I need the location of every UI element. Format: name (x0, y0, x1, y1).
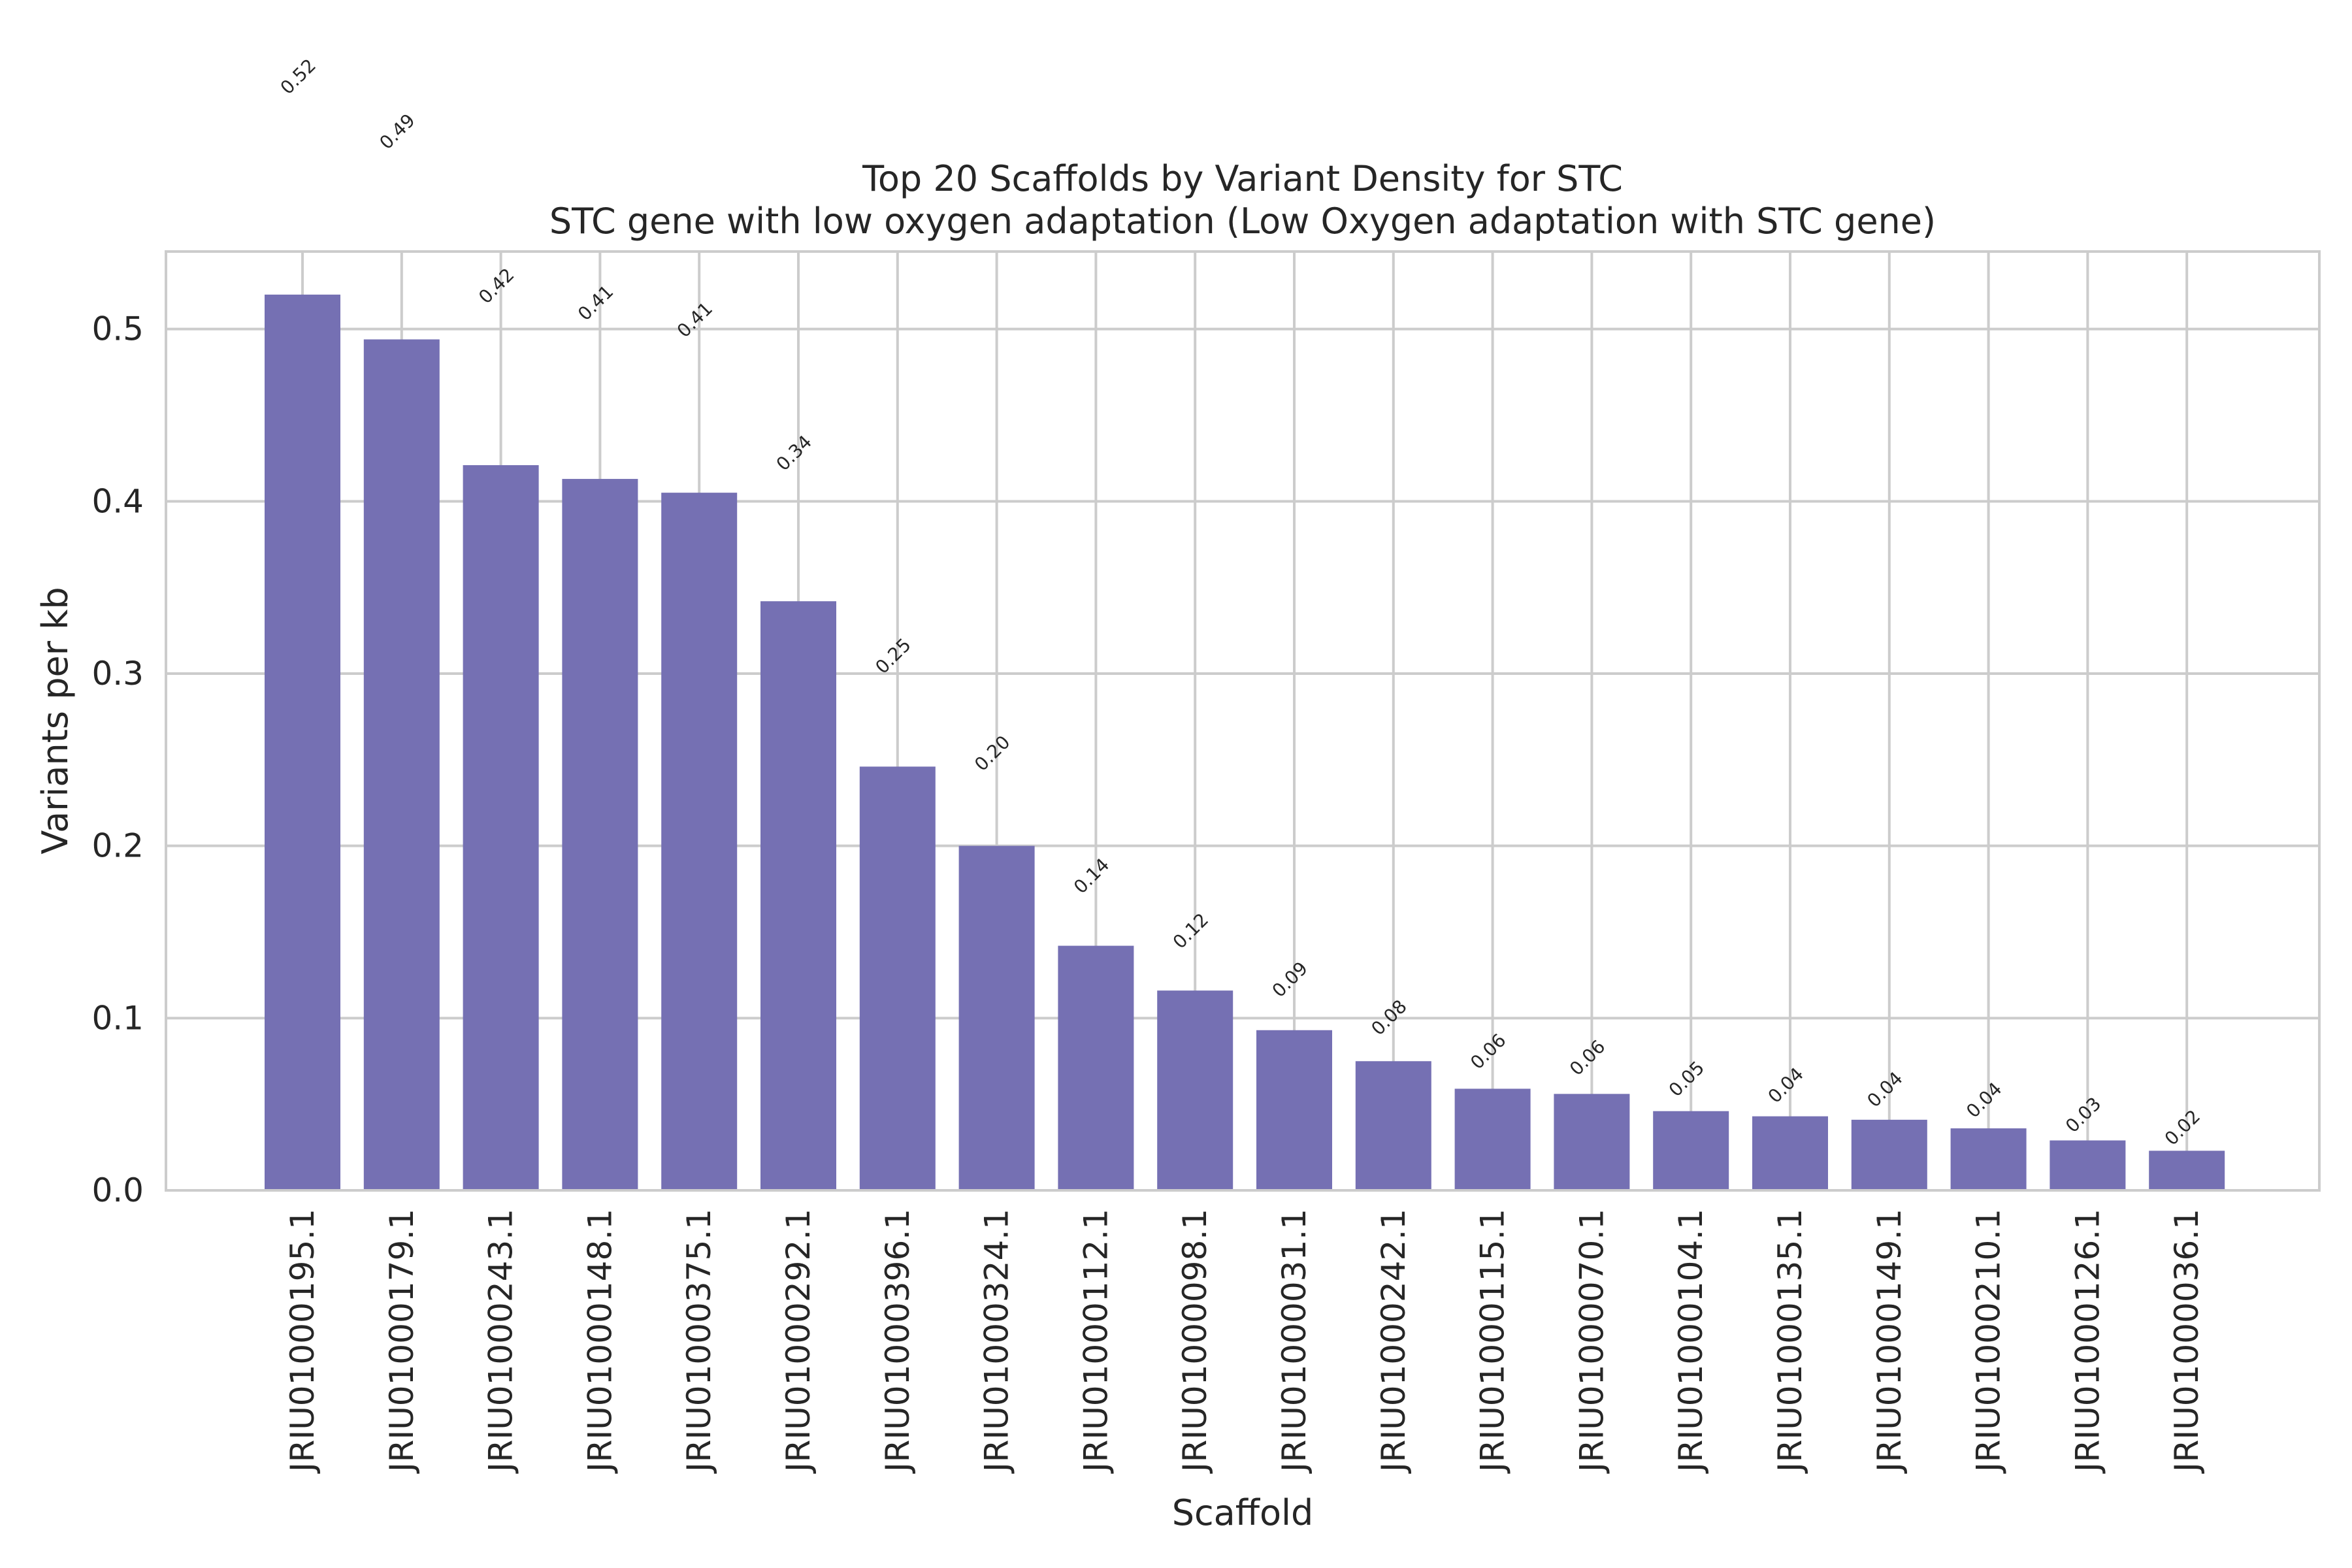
bar (1256, 1030, 1332, 1190)
x-axis-ticks: JRIU01000195.1 JRIU01000179.1 JRIU01000243… (284, 1209, 2206, 1474)
y-axis-ticks: 0.0 0.1 0.2 0.3 0.4 0.5 (91, 310, 144, 1209)
bar (1554, 1094, 1630, 1190)
bar (1851, 1119, 1927, 1190)
chart-title: Top 20 Scaffolds by Variant Density for … (862, 158, 1623, 199)
x-tick-label: JRIU01000135.1 (1771, 1209, 1809, 1474)
bars (265, 294, 2225, 1191)
bar (958, 845, 1035, 1190)
bar (1752, 1116, 1828, 1190)
chart-subtitle: STC gene with low oxygen adaptation (Low… (549, 201, 1936, 242)
y-tick-label: 0.1 (91, 999, 144, 1037)
x-tick-label: JRIU01000292.1 (779, 1209, 817, 1474)
x-tick-label: JRIU01000112.1 (1077, 1209, 1115, 1474)
x-tick-label: JRIU01000210.1 (1970, 1209, 2008, 1474)
x-tick-label: JRIU01000104.1 (1672, 1209, 1710, 1474)
bar (1355, 1061, 1431, 1190)
x-tick-label: JRIU01000148.1 (581, 1209, 619, 1474)
x-tick-label: JRIU01000126.1 (2068, 1209, 2106, 1474)
x-tick-label: JRIU01000036.1 (2168, 1209, 2206, 1474)
y-tick-label: 0.2 (91, 827, 144, 865)
x-tick-label: JRIU01000243.1 (482, 1209, 520, 1474)
x-tick-label: JRIU01000115.1 (1474, 1209, 1512, 1474)
x-tick-label: JRIU01000375.1 (680, 1209, 718, 1474)
x-tick-label: JRIU01000396.1 (879, 1209, 917, 1474)
bar (1950, 1128, 2027, 1190)
bar (1058, 945, 1134, 1190)
bar (1653, 1111, 1729, 1190)
y-axis-title: Variants per kb (35, 587, 76, 854)
bar (562, 479, 638, 1191)
x-tick-label: JRIU01000070.1 (1573, 1209, 1610, 1474)
y-tick-label: 0.4 (91, 482, 144, 520)
y-tick-label: 0.3 (91, 655, 144, 693)
x-tick-label: JRIU01000179.1 (383, 1209, 421, 1474)
bar (363, 339, 440, 1190)
plot-frame (165, 250, 2321, 1192)
x-axis-title: Scaffold (1172, 1492, 1314, 1533)
x-tick-label: JRIU01000098.1 (1176, 1209, 1214, 1474)
bar (859, 766, 936, 1190)
bar (1454, 1088, 1531, 1190)
bar (463, 465, 539, 1190)
x-tick-label: JRIU01000031.1 (1275, 1209, 1313, 1474)
x-tick-label: JRIU01000195.1 (284, 1209, 321, 1474)
y-tick-label: 0.5 (91, 310, 144, 348)
x-tick-label: JRIU01000149.1 (1870, 1209, 1908, 1474)
bar (661, 493, 738, 1190)
bar (265, 294, 340, 1190)
y-tick-label: 0.0 (91, 1171, 144, 1209)
bar (2050, 1140, 2126, 1190)
x-tick-label: JRIU01000324.1 (978, 1209, 1016, 1474)
bar (1157, 990, 1233, 1190)
bar (2149, 1151, 2225, 1190)
x-tick-label: JRIU01000242.1 (1375, 1209, 1413, 1474)
bar (760, 601, 836, 1190)
